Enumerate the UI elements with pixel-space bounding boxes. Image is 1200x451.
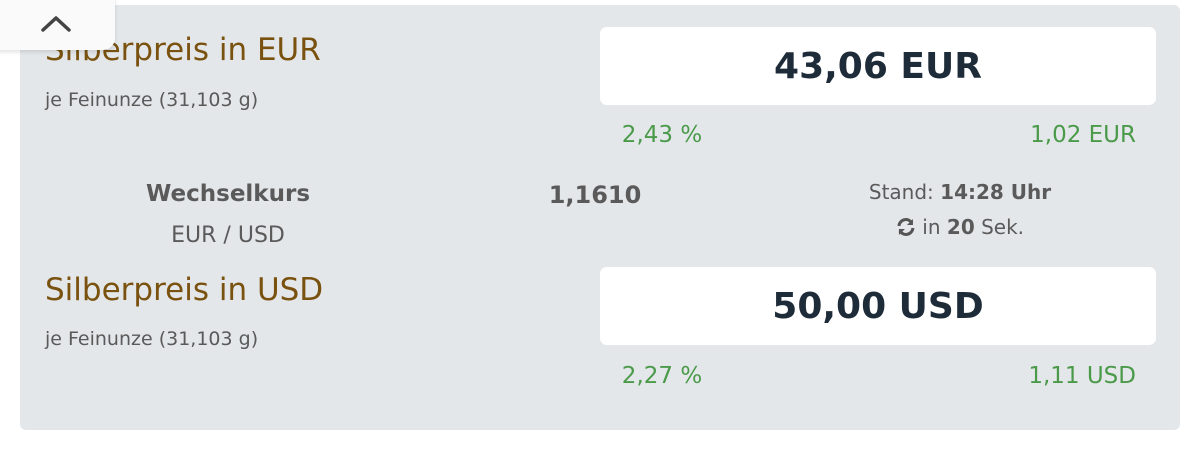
currency-pair: EUR / USD — [171, 223, 285, 248]
usd-price: 50,00 USD — [600, 267, 1156, 345]
stand-time: Stand: 14:28 Uhr — [869, 180, 1051, 204]
refresh-icon[interactable] — [896, 218, 916, 236]
stand-label: Stand: — [868, 180, 934, 204]
usd-title: Silberpreis in USD — [45, 272, 324, 308]
eur-change-abs: 1,02 EUR — [1030, 122, 1136, 148]
usd-change-percent: 2,27 % — [621, 363, 703, 389]
usd-subtitle: je Feinunze (31,103 g) — [45, 328, 259, 350]
exchange-rate-label: Wechselkurs — [145, 181, 311, 207]
eur-subtitle: je Feinunze (31,103 g) — [45, 89, 259, 111]
usd-change-abs: 1,11 USD — [1028, 363, 1136, 389]
refresh-countdown: in 20 Sek. — [896, 215, 1024, 239]
refresh-seconds: 20 — [946, 215, 975, 239]
refresh-suffix: Sek. — [981, 215, 1025, 239]
exchange-rate-value: 1,1610 — [548, 181, 642, 209]
eur-price: 43,06 EUR — [600, 27, 1156, 105]
refresh-prefix: in — [922, 215, 941, 239]
stand-value: 14:28 Uhr — [940, 180, 1052, 204]
chevron-up-icon — [40, 16, 71, 32]
collapse-button[interactable] — [0, 0, 115, 50]
eur-change-percent: 2,43 % — [621, 122, 703, 148]
